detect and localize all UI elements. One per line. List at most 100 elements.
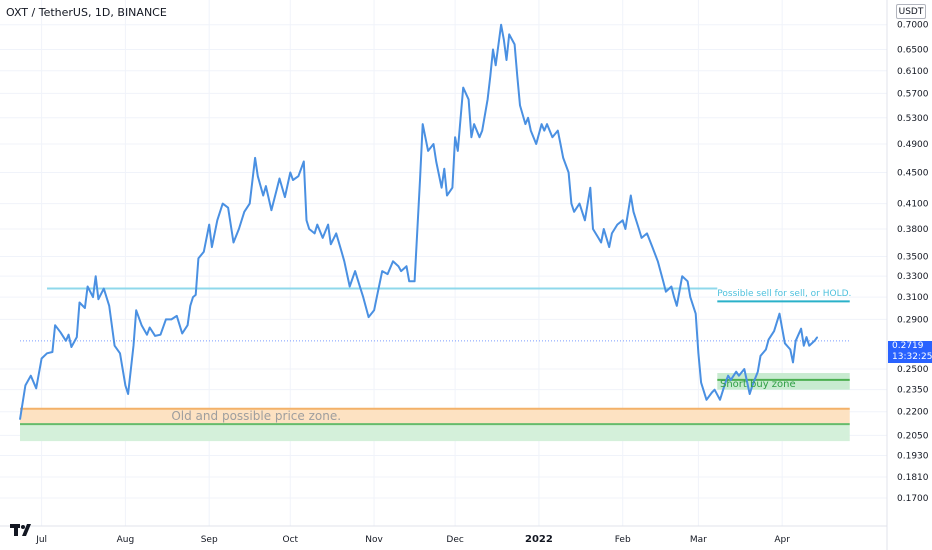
- price-point-111: [505, 59, 508, 61]
- price-point-96: [451, 187, 453, 189]
- price-point-138: [611, 232, 613, 234]
- price-point-16: [92, 296, 94, 298]
- price-point-14: [84, 307, 86, 309]
- currency-badge[interactable]: USDT: [896, 4, 926, 19]
- price-point-147: [651, 246, 654, 248]
- x-tick-label-3: Oct: [282, 535, 298, 545]
- price-point-139: [616, 224, 618, 226]
- price-point-55: [270, 209, 272, 211]
- price-point-43: [211, 246, 213, 248]
- time-axis[interactable]: Jul Aug Sep Oct Nov Dec 2022 Feb Mar Apr: [35, 534, 790, 545]
- price-point-132: [589, 187, 591, 189]
- price-point-154: [681, 275, 683, 277]
- y-tick-label-6: 0.4500: [897, 168, 929, 178]
- price-point-66: [316, 224, 318, 226]
- chart-horizontal-lines: [20, 287, 850, 426]
- price-point-85: [405, 265, 408, 267]
- price-point-122: [546, 123, 548, 125]
- price-point-157: [695, 313, 697, 315]
- price-point-44: [216, 219, 218, 221]
- price-point-61: [297, 175, 299, 177]
- price-point-100: [468, 98, 470, 100]
- price-point-152: [673, 296, 675, 298]
- chart-grid: [0, 0, 887, 526]
- zone-3: [717, 373, 850, 390]
- price-point-76: [362, 296, 364, 298]
- price-point-140: [622, 219, 624, 221]
- y-tick-label-14: 0.2350: [897, 386, 929, 396]
- price-point-23: [124, 384, 126, 386]
- price-point-116: [524, 123, 527, 125]
- chart-annotations: Possible sell for sell, or HOLD. Short bu…: [171, 289, 851, 423]
- y-tick-label-12: 0.2900: [897, 315, 929, 325]
- price-point-6: [51, 351, 54, 353]
- price-point-136: [603, 228, 605, 230]
- price-point-95: [446, 194, 448, 197]
- price-point-187: [814, 340, 816, 342]
- price-point-59: [289, 171, 291, 174]
- price-point-3: [35, 387, 37, 389]
- price-point-151: [670, 285, 673, 288]
- price-point-165: [727, 375, 729, 377]
- price-point-145: [641, 237, 643, 239]
- price-point-171: [751, 384, 754, 386]
- price-point-164: [724, 382, 727, 384]
- price-point-37: [189, 305, 191, 307]
- price-point-166: [730, 379, 732, 381]
- price-point-123: [551, 136, 554, 138]
- price-point-112: [508, 33, 510, 36]
- price-point-146: [646, 232, 648, 234]
- y-tick-label-17: 0.1930: [897, 452, 929, 462]
- price-point-36: [187, 324, 189, 326]
- price-point-127: [568, 171, 570, 174]
- price-point-103: [478, 136, 481, 138]
- price-point-75: [359, 288, 362, 290]
- price-point-110: [503, 38, 505, 41]
- price-point-180: [789, 348, 791, 351]
- price-point-70: [335, 232, 337, 234]
- price-point-48: [238, 228, 240, 230]
- price-point-84: [400, 270, 402, 272]
- price-point-93: [441, 187, 443, 189]
- tradingview-logo-icon[interactable]: [10, 522, 34, 540]
- price-point-169: [743, 368, 745, 370]
- price-point-142: [630, 194, 632, 197]
- y-tick-label-15: 0.2200: [897, 408, 929, 418]
- price-point-176: [773, 330, 775, 332]
- price-point-99: [462, 87, 464, 89]
- price-point-128: [570, 203, 573, 205]
- x-tick-label-9: Apr: [774, 535, 790, 545]
- price-point-181: [792, 361, 794, 363]
- price-point-89: [422, 123, 424, 125]
- price-point-46: [227, 207, 229, 209]
- price-point-120: [541, 123, 543, 125]
- price-point-156: [689, 296, 691, 298]
- price-point-56: [276, 188, 278, 190]
- y-tick-label-1: 0.6500: [897, 46, 929, 56]
- price-point-18: [97, 298, 99, 300]
- price-point-53: [262, 194, 264, 197]
- price-point-125: [559, 143, 562, 145]
- price-point-8: [59, 331, 62, 333]
- y-tick-label-4: 0.5300: [897, 114, 929, 124]
- price-point-15: [87, 285, 89, 288]
- y-tick-label-3: 0.5700: [897, 89, 929, 99]
- price-point-167: [735, 371, 737, 373]
- price-point-24: [127, 393, 129, 395]
- price-point-131: [584, 219, 586, 221]
- price-point-184: [803, 345, 805, 347]
- price-axis[interactable]: 0.7000 0.6500 0.6100 0.5700 0.5300 0.4900 0.45…: [897, 21, 929, 504]
- price-point-144: [638, 228, 640, 230]
- price-point-108: [495, 64, 497, 66]
- x-tick-label-7: Feb: [615, 535, 631, 545]
- price-point-174: [765, 348, 767, 351]
- price-point-41: [203, 251, 205, 253]
- x-tick-label-1: Aug: [117, 535, 135, 545]
- x-tick-label-2: Sep: [201, 535, 218, 545]
- price-point-105: [487, 98, 489, 100]
- price-point-148: [657, 260, 659, 262]
- price-series[interactable]: [19, 23, 819, 420]
- price-point-153: [676, 305, 678, 307]
- price-point-133: [592, 228, 594, 230]
